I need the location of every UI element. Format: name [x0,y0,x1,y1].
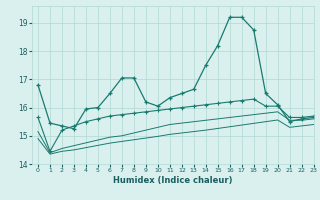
X-axis label: Humidex (Indice chaleur): Humidex (Indice chaleur) [113,176,233,185]
